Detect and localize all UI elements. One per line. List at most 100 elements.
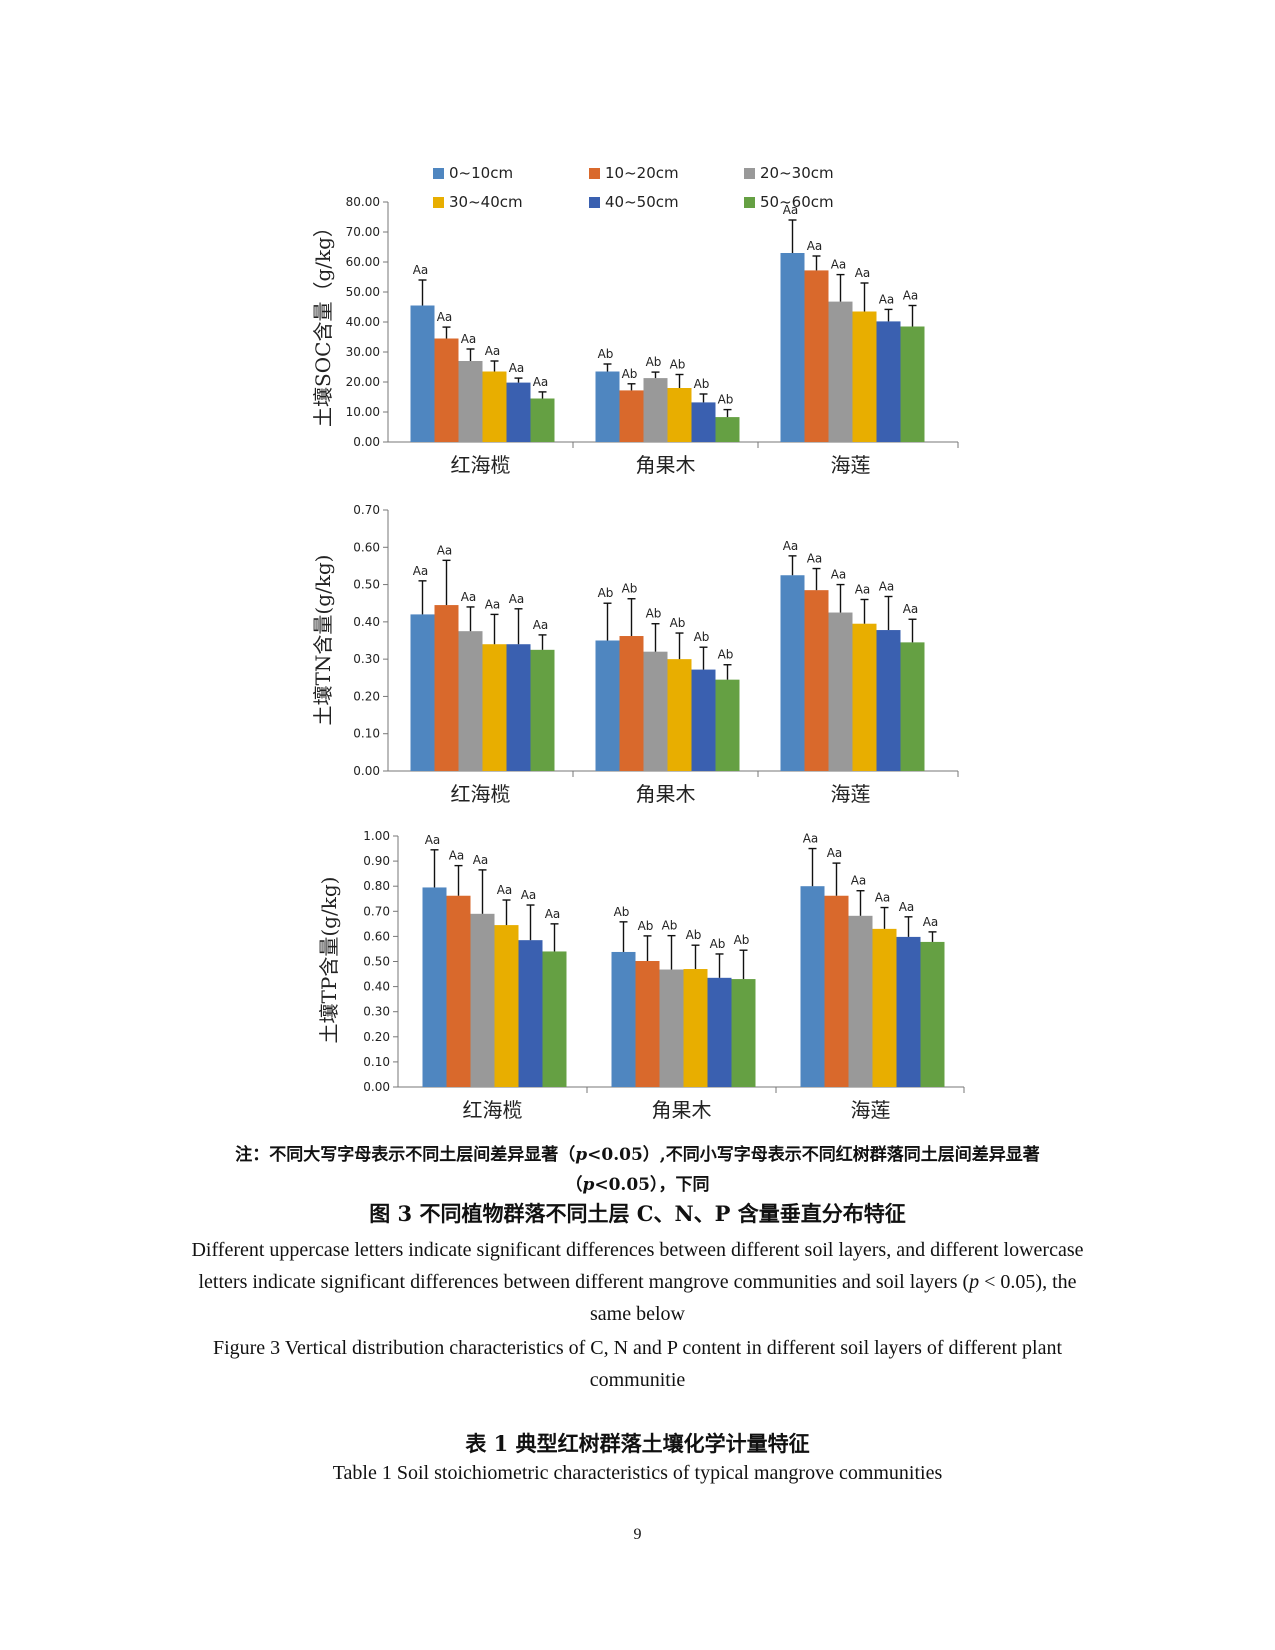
y-tick-label: 0.10	[363, 1055, 390, 1069]
bar	[434, 338, 459, 442]
data-label: Ab	[670, 358, 686, 372]
bar	[619, 390, 644, 442]
bar	[900, 642, 925, 771]
bar	[715, 417, 740, 442]
data-label: Aa	[545, 907, 561, 921]
bar	[920, 941, 945, 1087]
bar	[494, 925, 519, 1087]
y-axis-label: 土壤TN含量(g/kg)	[311, 555, 335, 726]
data-label: Aa	[509, 361, 525, 375]
category-label: 角果木	[652, 1098, 712, 1122]
category-label: 红海榄	[463, 1098, 523, 1122]
data-label: Ab	[710, 937, 726, 951]
figure-note-en: Different uppercase letters indicate sig…	[191, 1239, 1084, 1325]
bar	[611, 951, 636, 1087]
chart-0: 0.00 10.00 20.00 30.00 40.00 50.00 60.00 70.00 8…	[311, 195, 959, 477]
bar	[542, 951, 567, 1087]
bar	[482, 644, 507, 771]
data-label: Aa	[879, 292, 895, 306]
data-label: Aa	[851, 874, 867, 888]
data-label: Ab	[718, 648, 734, 662]
y-tick-label: 1.00	[363, 829, 390, 843]
data-label: Ab	[718, 393, 734, 407]
data-label: Ab	[622, 367, 638, 381]
table-caption-en: Table 1 Soil stoichiometric characterist…	[332, 1462, 943, 1484]
y-tick-label: 0.10	[353, 727, 380, 741]
y-axis-label: 土壤SOC含量（g/kg）	[311, 217, 335, 427]
data-label: Ab	[598, 586, 614, 600]
category-label: 海莲	[831, 453, 871, 477]
legend-swatch-4	[589, 197, 600, 208]
data-label: Aa	[831, 568, 847, 582]
category-label: 海莲	[831, 782, 871, 806]
bar	[848, 915, 873, 1087]
figure-caption-cn: 图 3 不同植物群落不同土层 C、N、P 含量垂直分布特征	[369, 1201, 906, 1226]
data-label: Aa	[855, 266, 871, 280]
data-label: Aa	[803, 832, 819, 846]
data-label: Aa	[827, 846, 843, 860]
bar	[876, 630, 901, 771]
data-label: Ab	[694, 630, 710, 644]
data-label: Aa	[899, 900, 915, 914]
data-label: Aa	[509, 592, 525, 606]
y-tick-label: 40.00	[346, 315, 380, 329]
y-tick-label: 50.00	[346, 285, 380, 299]
bar	[422, 887, 447, 1087]
bar	[804, 590, 829, 771]
bar	[506, 382, 531, 442]
bar	[780, 575, 805, 771]
y-tick-label: 0.00	[353, 764, 380, 778]
data-label: Aa	[783, 539, 799, 553]
data-label: Ab	[646, 355, 662, 369]
bar	[828, 612, 853, 771]
data-label: Aa	[903, 602, 919, 616]
figure-caption-en: Figure 3 Vertical distribution character…	[212, 1337, 1063, 1391]
category-label: 角果木	[636, 782, 696, 806]
data-label: Aa	[461, 332, 477, 346]
bar	[643, 378, 668, 442]
bar	[518, 940, 543, 1087]
bar	[731, 979, 756, 1087]
data-label: Ab	[622, 582, 638, 596]
bar	[780, 253, 805, 442]
data-label: Aa	[783, 203, 799, 217]
bar	[667, 659, 692, 771]
data-label: Ab	[662, 919, 678, 933]
legend-label-4: 40~50cm	[605, 193, 679, 211]
data-label: Ab	[670, 616, 686, 630]
y-tick-label: 0.70	[363, 904, 390, 918]
data-label: Aa	[413, 263, 429, 277]
data-label: Aa	[533, 618, 549, 632]
data-label: Aa	[875, 891, 891, 905]
category-label: 角果木	[636, 453, 696, 477]
bar	[824, 895, 849, 1087]
bar	[691, 402, 716, 442]
bar	[530, 649, 555, 771]
bar	[619, 636, 644, 771]
y-tick-label: 0.60	[363, 929, 390, 943]
bar	[470, 913, 495, 1087]
bar	[410, 614, 435, 771]
data-label: Ab	[614, 905, 630, 919]
legend-swatch-1	[589, 168, 600, 179]
bar	[683, 969, 708, 1087]
legend-label-2: 20~30cm	[760, 164, 834, 182]
y-tick-label: 0.90	[363, 854, 390, 868]
bar	[530, 398, 555, 442]
bar	[707, 977, 732, 1087]
data-label: Aa	[807, 239, 823, 253]
bar	[667, 388, 692, 442]
bar	[506, 644, 531, 771]
y-tick-label: 0.50	[363, 955, 390, 969]
table-caption-cn: 表 1 典型红树群落土壤化学计量特征	[465, 1431, 810, 1456]
data-label: Aa	[903, 289, 919, 303]
data-label: Aa	[923, 915, 939, 929]
data-label: Ab	[646, 607, 662, 621]
data-label: Ab	[734, 933, 750, 947]
y-tick-label: 10.00	[346, 405, 380, 419]
data-label: Ab	[694, 377, 710, 391]
legend-swatch-0	[433, 168, 444, 179]
legend-swatch-2	[744, 168, 755, 179]
y-tick-label: 0.30	[353, 652, 380, 666]
data-label: Aa	[413, 564, 429, 578]
